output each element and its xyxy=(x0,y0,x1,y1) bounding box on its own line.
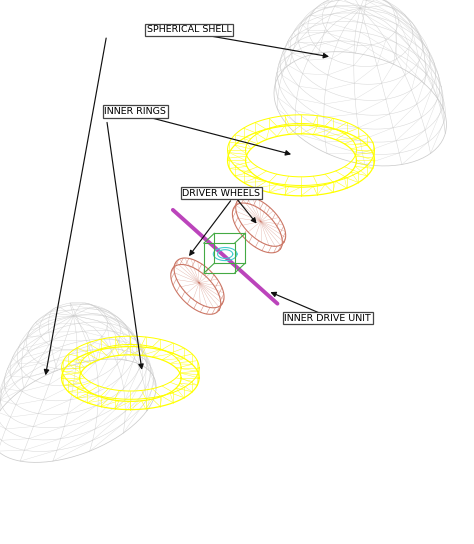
Text: INNER DRIVE UNIT: INNER DRIVE UNIT xyxy=(284,314,371,323)
Text: SPHERICAL SHELL: SPHERICAL SHELL xyxy=(147,26,232,34)
Text: DRIVER WHEELS: DRIVER WHEELS xyxy=(182,189,261,197)
Text: INNER RINGS: INNER RINGS xyxy=(104,107,166,116)
